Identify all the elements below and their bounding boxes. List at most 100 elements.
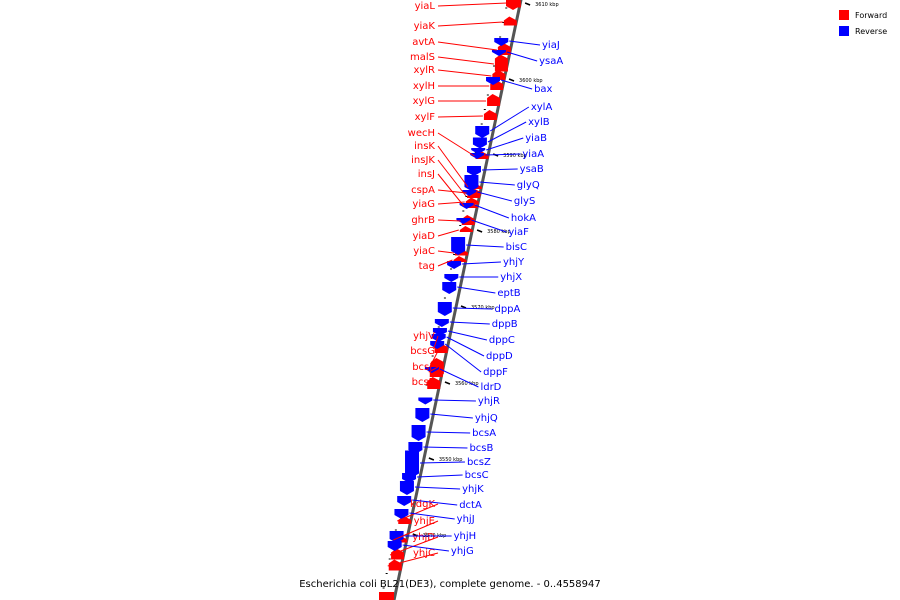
forward-gene-label: bcsF	[412, 362, 435, 373]
forward-gene-feature	[379, 592, 394, 600]
reverse-gene-label: yiaA	[522, 149, 544, 160]
legend-reverse-swatch	[839, 26, 849, 36]
reverse-gene-leader	[486, 137, 524, 151]
reverse-gene-label: glyS	[514, 196, 535, 207]
forward-gene-label: yiaG	[412, 199, 435, 210]
reverse-gene-label: yiaB	[525, 133, 547, 144]
reverse-gene-label: bisC	[506, 242, 527, 253]
reverse-gene-leader	[414, 486, 461, 490]
reverse-gene-leader	[439, 368, 479, 388]
reverse-gene-leader	[457, 286, 496, 294]
reverse-gene-label: dppD	[486, 351, 513, 362]
reverse-gene-feature	[389, 531, 404, 543]
reverse-gene-label: bcsC	[465, 470, 489, 481]
forward-gene-leader	[437, 229, 459, 237]
reverse-gene-leader	[500, 79, 533, 90]
reverse-gene-leader	[423, 446, 468, 449]
genome-caption: Escherichia coli BL21(DE3), complete gen…	[299, 579, 601, 590]
reverse-gene-label: dctA	[459, 500, 482, 511]
forward-gene-label: xylG	[413, 96, 435, 107]
forward-gene-leader	[393, 520, 439, 541]
forward-gene-label: yiaL	[415, 1, 436, 12]
forward-gene-label: avtA	[412, 37, 435, 48]
reverse-gene-leader	[426, 431, 471, 434]
reverse-gene-feature	[466, 166, 481, 176]
forward-gene-leader	[387, 552, 439, 567]
reverse-gene-label: xylB	[528, 117, 550, 128]
reverse-gene-leader	[471, 219, 507, 233]
reverse-gene-label: bcsZ	[467, 457, 491, 468]
reverse-gene-label: xylA	[531, 102, 553, 113]
forward-gene-feature	[487, 94, 501, 106]
forward-gene-label: yhjV	[413, 331, 435, 342]
forward-gene-leader	[437, 259, 453, 267]
reverse-gene-feature	[494, 38, 509, 46]
reverse-gene-label: yiaJ	[542, 40, 560, 51]
reverse-gene-feature	[462, 190, 477, 196]
reverse-gene-feature	[430, 341, 445, 349]
reverse-gene-leader	[481, 168, 518, 171]
forward-gene-leader	[437, 115, 483, 118]
forward-gene-leader	[429, 350, 439, 368]
forward-gene-feature	[388, 559, 402, 571]
reverse-gene-feature	[491, 50, 506, 56]
reverse-gene-label: yhjR	[478, 396, 500, 407]
reverse-gene-feature	[456, 218, 471, 224]
reverse-gene-feature	[399, 481, 414, 495]
legend-forward-label: Forward	[855, 11, 887, 20]
reverse-gene-label: hokA	[511, 213, 536, 224]
forward-gene-leader	[437, 21, 503, 27]
forward-gene-label: yiaK	[414, 21, 436, 32]
reverse-gene-leader	[477, 191, 513, 202]
legend-reverse-label: Reverse	[855, 27, 887, 36]
reverse-gene-label: yhjY	[503, 257, 525, 268]
position-tick-mark	[476, 229, 483, 233]
reverse-gene-feature	[402, 473, 417, 483]
reverse-gene-leader	[479, 181, 515, 186]
reverse-gene-feature	[486, 77, 501, 85]
position-tick-label: 3570 kbp	[471, 305, 495, 311]
position-tick-label: 3610 kbp	[535, 2, 559, 8]
position-tick-label: 3560 kbp	[455, 381, 479, 387]
reverse-gene-leader	[417, 474, 463, 478]
reverse-gene-label: dppF	[483, 367, 508, 378]
forward-gene-label: kdgK	[410, 499, 435, 510]
forward-gene-feature	[483, 110, 497, 120]
genome-backbone	[392, 0, 523, 600]
reverse-gene-leader	[444, 343, 482, 373]
reverse-gene-label: yhjG	[451, 546, 474, 557]
forward-gene-feature	[506, 0, 520, 10]
reverse-gene-leader	[506, 51, 538, 62]
reverse-gene-feature	[397, 496, 412, 506]
reverse-gene-label: bcsA	[472, 428, 496, 439]
forward-gene-leader	[437, 69, 492, 77]
forward-gene-label: tag	[419, 261, 435, 272]
position-tick-label: 3590 kbp	[503, 153, 527, 159]
reverse-gene-feature	[387, 541, 402, 551]
reverse-gene-feature	[411, 425, 426, 441]
legend-forward-swatch	[839, 10, 849, 20]
reverse-gene-feature	[437, 302, 452, 316]
forward-gene-leader	[437, 201, 465, 205]
forward-gene-label: insJK	[411, 155, 435, 166]
forward-gene-leader	[437, 2, 507, 7]
forward-gene-leader	[437, 41, 497, 51]
forward-gene-feature	[459, 226, 473, 232]
position-tick-label: 3580 kbp	[487, 229, 511, 235]
position-tick-mark	[524, 2, 531, 6]
reverse-gene-leader	[452, 307, 493, 310]
reverse-gene-leader	[489, 106, 530, 132]
reverse-gene-label: yhjQ	[475, 413, 498, 424]
reverse-gene-leader	[433, 399, 476, 402]
reverse-gene-label: eptB	[497, 288, 520, 299]
forward-gene-label: xylH	[413, 81, 435, 92]
reverse-gene-leader	[466, 244, 504, 248]
forward-gene-label: insK	[414, 141, 435, 152]
reverse-gene-feature	[434, 319, 449, 327]
reverse-gene-feature	[442, 282, 457, 294]
forward-gene-label: insJ	[418, 169, 435, 180]
reverse-gene-leader	[412, 499, 458, 506]
position-tick-mark	[508, 78, 515, 82]
legend: Forward Reverse	[839, 10, 887, 36]
